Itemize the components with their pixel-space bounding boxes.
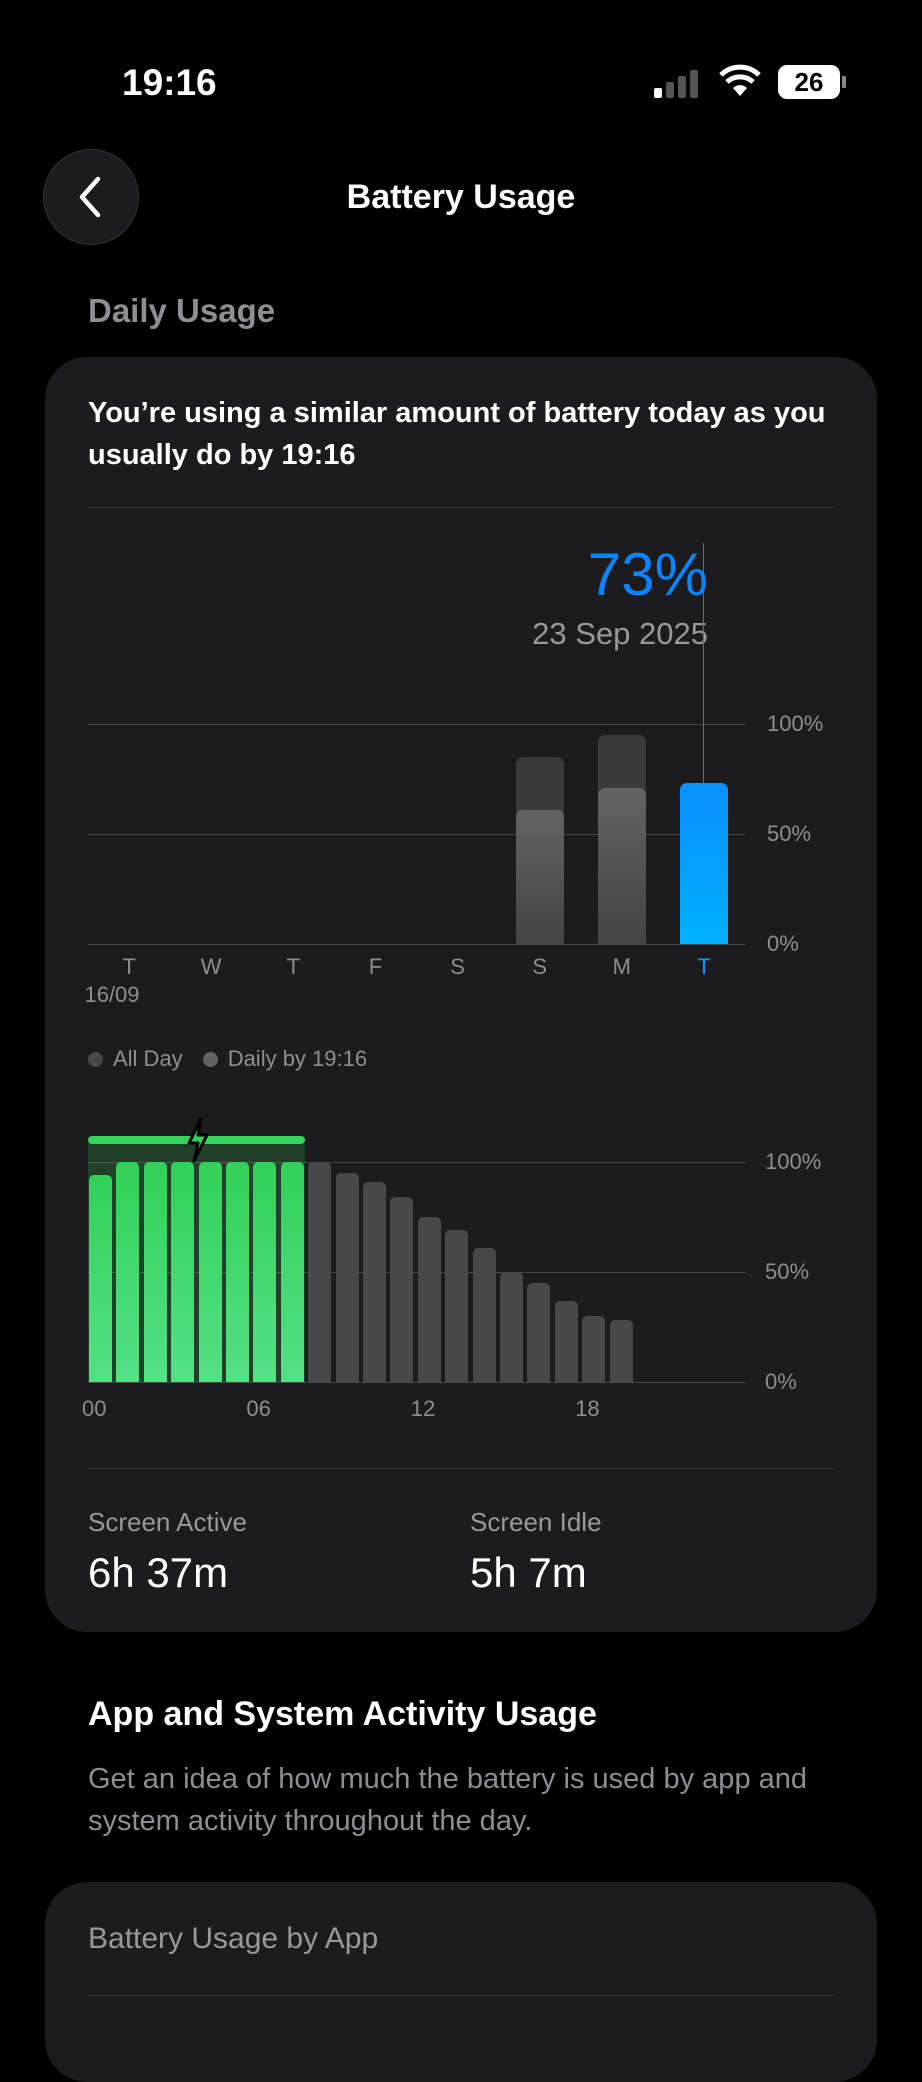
chevron-left-icon [79,176,101,218]
hourly-bar[interactable] [226,1162,249,1382]
hourly-bar[interactable] [417,1217,441,1382]
battery-tip [842,76,846,88]
gridline [88,1162,746,1163]
page-title: Battery Usage [346,178,576,216]
divider [88,1995,834,1996]
wifi-icon [719,64,761,96]
hourly-bar[interactable] [253,1162,277,1382]
hourly-bar[interactable] [445,1230,469,1382]
bar-selected-day[interactable] [679,783,728,944]
hourly-bar[interactable] [472,1247,496,1382]
charging-bolt-icon [187,1117,209,1163]
battery-usage-by-app-card [45,1882,877,2082]
bar-daily-by-time[interactable] [515,809,564,944]
x-tick-label: 06 [246,1396,271,1421]
y-tick-label: 50% [765,1259,810,1284]
gridline [88,1382,746,1383]
hourly-bar[interactable] [500,1272,523,1382]
battery-icon: 26 [778,65,840,99]
hourly-bar[interactable] [143,1162,167,1382]
daily-bar-chart[interactable]: 100% 50% 0% T W T F S S M T [0,0,922,1040]
y-tick-label: 100% [765,1149,822,1174]
screen-active-label: Screen Active [88,1507,247,1537]
x-tick-label: F [368,954,383,979]
x-tick-label: M [612,954,631,979]
hourly-bar[interactable] [280,1162,304,1382]
x-tick-label: 00 [82,1396,107,1421]
hourly-bar[interactable] [554,1300,578,1382]
hourly-bar[interactable] [89,1175,112,1382]
hourly-bar[interactable] [582,1316,606,1382]
screen-idle-value: 5h 7m [470,1549,587,1596]
y-tick-label: 0% [765,1369,797,1394]
hourly-bar[interactable] [116,1162,140,1382]
divider [88,507,834,508]
x-tick-label: S [450,954,465,979]
y-tick-label: 0% [767,931,799,956]
selection-indicator-line [703,543,705,784]
chart-legend: All Day Daily by 19:16 [88,1046,367,1072]
gridline [88,724,745,725]
gridline [88,944,745,945]
divider [88,1468,834,1469]
x-tick-label: T [286,954,301,979]
battery-usage-by-app-title: Battery Usage by App [88,1922,379,1955]
hourly-bar[interactable] [609,1320,633,1382]
x-tick-label: T [122,954,136,979]
selected-value: 73% [587,541,708,608]
selected-date: 23 Sep 2025 [532,616,708,651]
hourly-bar[interactable] [527,1283,551,1382]
status-time: 19:16 [122,62,217,103]
first-date-label: 16/09 [84,982,140,1007]
legend-item-daily: Daily by 19:16 [202,1046,367,1072]
back-button[interactable] [43,149,139,245]
hourly-battery-chart[interactable]: 100% 50% 0% 00 06 12 18 [0,0,922,1450]
hourly-bar[interactable] [308,1162,332,1382]
activity-title: App and System Activity Usage [88,1695,597,1733]
cellular-signal-icon [654,70,698,98]
x-tick-label: W [200,954,222,979]
screen-idle-label: Screen Idle [470,1507,602,1537]
gridline [88,834,745,835]
daily-usage-card [45,357,877,1632]
activity-description: Get an idea of how much the battery is u… [88,1763,808,1837]
bar-daily-by-time[interactable] [597,787,646,944]
y-tick-label: 100% [767,711,824,736]
x-tick-label: T [697,954,711,979]
hourly-bar[interactable] [198,1162,222,1382]
hourly-bar[interactable] [390,1197,414,1382]
screen-active-value: 6h 37m [88,1549,229,1596]
hourly-bar[interactable] [363,1181,386,1382]
legend-item-all-day: All Day [88,1046,183,1072]
hourly-bar[interactable] [171,1162,195,1382]
section-title-daily-usage: Daily Usage [88,292,276,329]
gridline [88,1272,746,1273]
y-tick-label: 50% [767,821,812,846]
x-tick-label: 12 [410,1396,436,1421]
x-tick-label: S [532,954,548,979]
x-tick-label: 18 [575,1396,600,1421]
usage-headline: You’re using a similar amount of battery… [88,397,826,471]
hourly-bar[interactable] [335,1173,359,1382]
